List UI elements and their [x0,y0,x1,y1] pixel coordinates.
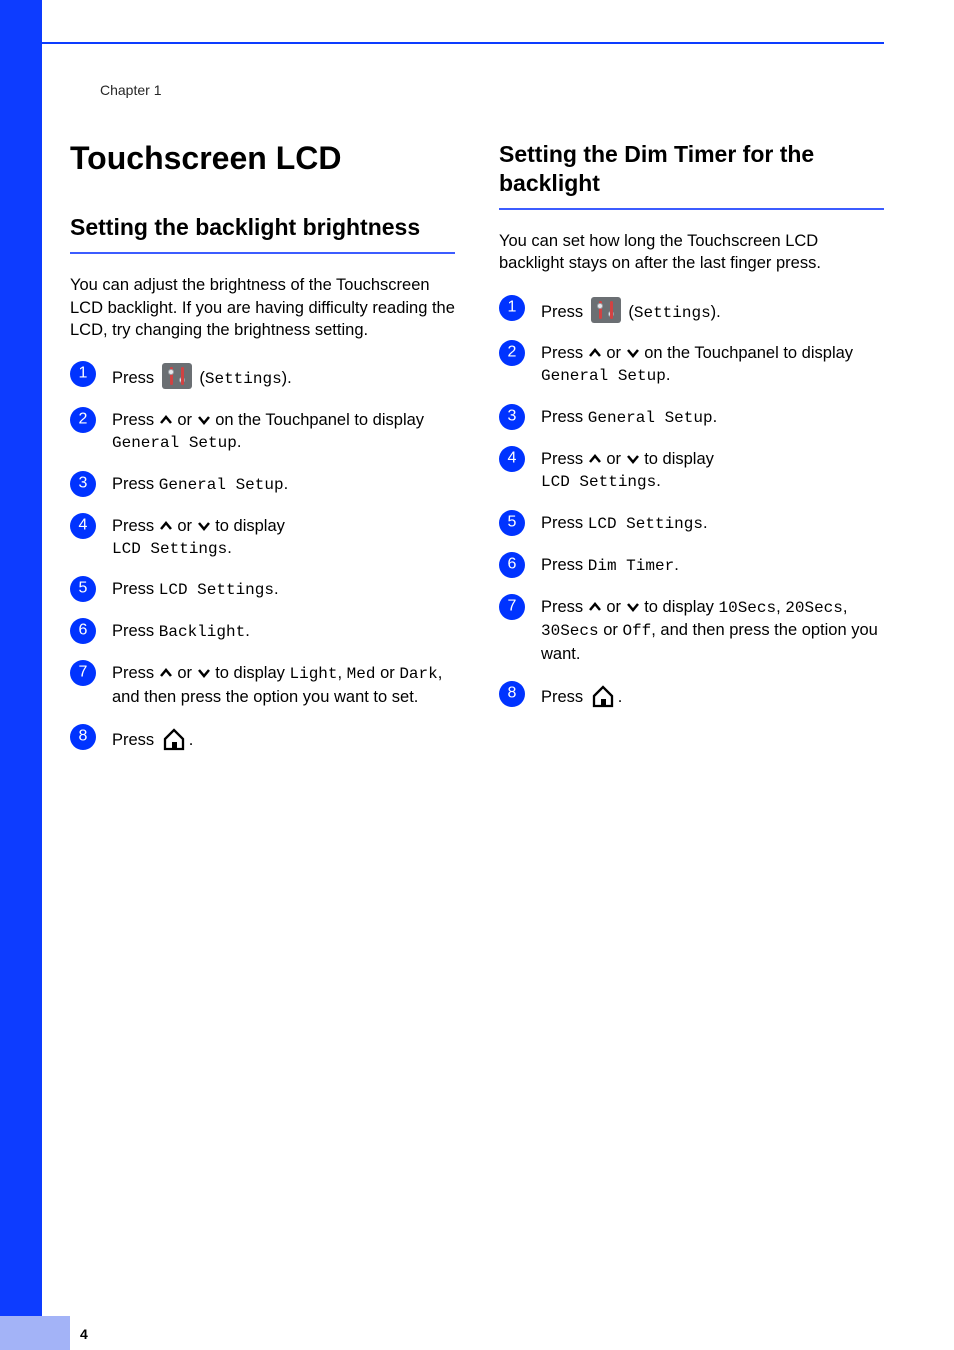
step-text: Press or on the Touchpanel to display Ge… [112,409,455,455]
chevron-up-icon [588,453,602,465]
chevron-up-icon [159,667,173,679]
step-marker: 5 [499,510,525,536]
settings-icon [162,363,192,389]
step-marker: 2 [499,340,525,366]
chevron-up-icon [588,347,602,359]
step-item: 7 Press or to display 10Secs, 20Secs, 30… [499,596,884,665]
left-section-heading: Setting the backlight brightness [70,213,455,242]
step-text: Press (Settings). [112,363,455,391]
right-section-heading: Setting the Dim Timer for the backlight [499,140,884,198]
chevron-down-icon [197,414,211,426]
step-marker: 7 [499,594,525,620]
step-item: 3 Press General Setup. [70,473,455,497]
right-steps: 1 Press (Settings). 2 Press or on the To… [499,297,884,716]
step-item: 6 Press Backlight. [70,620,455,644]
step-text: Press Backlight. [112,620,455,644]
step-text: Press or on the Touchpanel to display Ge… [541,342,884,388]
step-marker: 3 [70,471,96,497]
chapter-label: Chapter 1 [100,82,161,98]
page-left-stripe [0,0,42,1350]
step-marker: 8 [70,724,96,750]
settings-icon [591,297,621,323]
step-item: 4 Press or to display LCD Settings. [499,448,884,494]
step-marker: 8 [499,681,525,707]
section-rule [499,208,884,211]
step-marker: 5 [70,576,96,602]
step-marker: 4 [499,446,525,472]
chevron-up-icon [159,414,173,426]
step-item: 2 Press or on the Touchpanel to display … [499,342,884,388]
step-text: Press General Setup. [541,406,884,430]
step-item: 8 Press . [499,683,884,715]
step-marker: 6 [499,552,525,578]
step-text: Press Dim Timer. [541,554,884,578]
step-marker: 2 [70,407,96,433]
step-text: Press or to display LCD Settings. [541,448,884,494]
chevron-down-icon [626,601,640,613]
step-item: 3 Press General Setup. [499,406,884,430]
page-top-rule [42,42,884,44]
step-marker: 7 [70,660,96,686]
home-icon [590,683,616,715]
step-text: Press LCD Settings. [112,578,455,602]
step-item: 1 Press (Settings). [499,297,884,325]
page-footer-band [0,1316,70,1350]
left-steps: 1 Press (Settings). 2 Press or on the To… [70,363,455,758]
step-marker: 4 [70,513,96,539]
home-icon [161,726,187,758]
step-text: Press LCD Settings. [541,512,884,536]
step-text: Press (Settings). [541,297,884,325]
chevron-down-icon [197,520,211,532]
step-text: Press . [112,726,455,758]
right-column: Setting the Dim Timer for the backlight … [499,140,884,776]
step-item: 7 Press or to display Light, Med or Dark… [70,662,455,708]
page-title: Touchscreen LCD [70,140,455,177]
step-marker: 6 [70,618,96,644]
left-column: Touchscreen LCD Setting the backlight br… [70,140,455,776]
step-item: 5 Press LCD Settings. [499,512,884,536]
step-text: Press or to display 10Secs, 20Secs, 30Se… [541,596,884,665]
step-marker: 1 [70,361,96,387]
page-number: 4 [80,1326,88,1342]
step-item: 6 Press Dim Timer. [499,554,884,578]
right-intro: You can set how long the Touchscreen LCD… [499,230,884,275]
step-text: Press or to display LCD Settings. [112,515,455,561]
chevron-down-icon [626,453,640,465]
chevron-down-icon [197,667,211,679]
step-item: 4 Press or to display LCD Settings. [70,515,455,561]
step-marker: 1 [499,295,525,321]
step-item: 5 Press LCD Settings. [70,578,455,602]
step-item: 2 Press or on the Touchpanel to display … [70,409,455,455]
section-rule [70,252,455,255]
step-item: 8 Press . [70,726,455,758]
step-text: Press General Setup. [112,473,455,497]
step-item: 1 Press (Settings). [70,363,455,391]
content-grid: Touchscreen LCD Setting the backlight br… [70,140,884,776]
chevron-up-icon [159,520,173,532]
step-text: Press or to display Light, Med or Dark, … [112,662,455,708]
step-text: Press . [541,683,884,715]
chevron-up-icon [588,601,602,613]
left-intro: You can adjust the brightness of the Tou… [70,274,455,341]
step-marker: 3 [499,404,525,430]
chevron-down-icon [626,347,640,359]
